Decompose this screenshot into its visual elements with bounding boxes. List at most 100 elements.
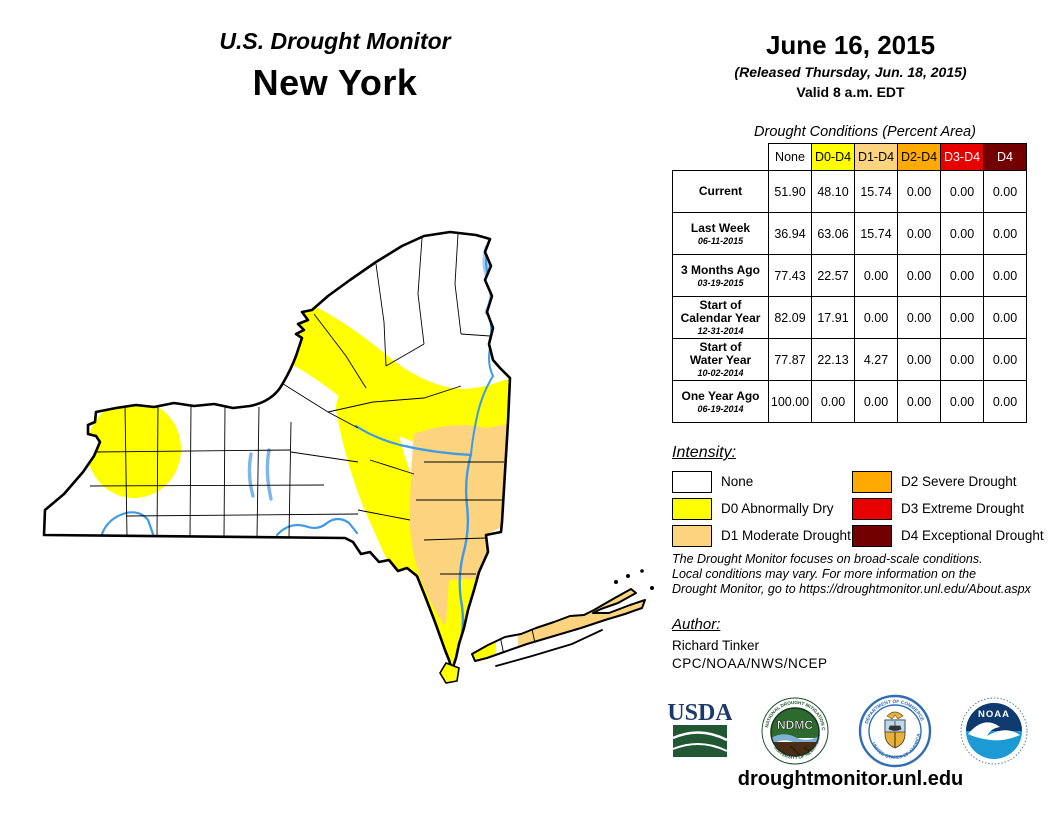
value-cell: 0.00 [897, 338, 941, 381]
legend-swatch [852, 497, 892, 520]
legend-label: D2 Severe Drought [901, 474, 1017, 489]
value-cell: 0.00 [897, 380, 941, 423]
released-date: (Released Thursday, Jun. 18, 2015) [734, 64, 967, 80]
value-cell: 0.00 [897, 254, 941, 297]
value-cell: 0.00 [983, 380, 1027, 423]
value-cell: 0.00 [854, 254, 898, 297]
value-cell: 15.74 [854, 170, 898, 213]
doc-eagle [886, 711, 904, 720]
author-organization: CPC/NOAA/NWS/NCEP [672, 656, 828, 671]
noaa-seagull [968, 722, 1020, 741]
agency-logos: USDA NATIONAL DROUGHT MITIGATION CENTER … [668, 694, 1028, 768]
legend-item: D1 Moderate Drought [672, 522, 852, 549]
row-label-cell: Start of Water Year 10-02-2014 [672, 338, 769, 381]
legend-label: D4 Exceptional Drought [901, 528, 1044, 543]
column-header-d4: D4 [983, 143, 1027, 171]
value-cell: 17.91 [811, 296, 855, 339]
value-cell: 0.00 [897, 212, 941, 255]
column-header-d2-d4: D2-D4 [897, 143, 941, 171]
legend-swatch [672, 497, 712, 520]
row-label-cell: One Year Ago 06-19-2014 [672, 380, 769, 423]
state-outline [42, 230, 512, 672]
table-row: Start of Calendar Year 12-31-2014 82.09 17.… [672, 296, 1027, 339]
value-cell: 48.10 [811, 170, 855, 213]
staten-island [439, 662, 460, 684]
value-cell: 77.87 [768, 338, 812, 381]
value-cell: 22.57 [811, 254, 855, 297]
value-cell: 51.90 [768, 170, 812, 213]
finger-lake-east [265, 448, 273, 501]
disclaimer-text: The Drought Monitor focuses on broad-sca… [672, 552, 1031, 596]
date-block: June 16, 2015 (Released Thursday, Jun. 1… [672, 30, 1029, 100]
usda-logo-icon: USDA [668, 700, 732, 757]
state-name-title: New York [252, 62, 418, 103]
table-row: Start of Water Year 10-02-2014 77.87 22.13 4… [672, 338, 1027, 381]
value-cell: 82.09 [768, 296, 812, 339]
none-region-west-li [496, 589, 518, 661]
value-cell: 0.00 [854, 380, 898, 423]
legend-item: D3 Extreme Drought [852, 495, 1044, 522]
table-title: Drought Conditions (Percent Area) [754, 124, 976, 140]
row-label-cell: Last Week 06-11-2015 [672, 212, 769, 255]
column-header-d3-d4: D3-D4 [940, 143, 984, 171]
small-islands [614, 569, 654, 590]
d1-region-hudson-valley [409, 424, 508, 625]
legend-swatch [852, 470, 892, 493]
value-cell: 0.00 [940, 212, 984, 255]
value-cell: 15.74 [854, 212, 898, 255]
value-cell: 36.94 [768, 212, 812, 255]
county-boundaries [89, 233, 504, 575]
value-cell: 0.00 [897, 296, 941, 339]
author-title: Author: [672, 616, 721, 633]
drought-conditions-table: None D0-D4 D1-D4 D2-D4 D3-D4 D4 Current 51.90 4… [672, 143, 1027, 423]
row-label-cell: Current [672, 170, 769, 213]
svg-text:USDA: USDA [668, 700, 732, 726]
table-header-row: None D0-D4 D1-D4 D2-D4 D3-D4 D4 [672, 143, 1027, 171]
legend-label: None [721, 474, 754, 489]
value-cell: 0.00 [854, 296, 898, 339]
intensity-legend: None D0 Abnormally Dry D1 Moderate Drought… [672, 468, 1044, 549]
value-cell: 0.00 [940, 338, 984, 381]
table-row: One Year Ago 06-19-2014 100.00 0.00 0.00 0.00… [672, 380, 1027, 423]
table-row: Current 51.90 48.10 15.74 0.00 0.00 0.00 [672, 170, 1027, 213]
table-row: Last Week 06-11-2015 36.94 63.06 15.74 0.00 0.… [672, 212, 1027, 255]
legend-label: D3 Extreme Drought [901, 501, 1025, 516]
column-header-d1-d4: D1-D4 [854, 143, 898, 171]
value-cell: 0.00 [983, 170, 1027, 213]
column-header-none: None [768, 143, 812, 171]
row-label-cell: Start of Calendar Year 12-31-2014 [672, 296, 769, 339]
value-cell: 0.00 [940, 296, 984, 339]
hudson-river [453, 452, 473, 670]
d0-region-western-ny [87, 400, 181, 498]
department-of-commerce-seal-icon: DEPARTMENT OF COMMERCE UNITED STATES OF … [858, 694, 932, 768]
legend-swatch [672, 524, 712, 547]
value-cell: 0.00 [983, 254, 1027, 297]
svg-text:NDMC: NDMC [777, 718, 813, 732]
d0-region-north-band [261, 299, 510, 452]
finger-lake-west [247, 452, 255, 498]
value-cell: 0.00 [811, 380, 855, 423]
table-row: 3 Months Ago 03-19-2015 77.43 22.57 0.00 0.00… [672, 254, 1027, 297]
legend-item: None [672, 468, 852, 495]
column-header-d0-d4: D0-D4 [811, 143, 855, 171]
legend-swatch [672, 470, 712, 493]
barrier-islands [495, 629, 603, 667]
row-label-cell: 3 Months Ago 03-19-2015 [672, 254, 769, 297]
table-corner-cell [672, 143, 769, 171]
noaa-logo-icon: NOAA [960, 697, 1028, 765]
value-cell: 22.13 [811, 338, 855, 381]
allegheny-river [100, 511, 155, 536]
legend-item: D4 Exceptional Drought [852, 522, 1044, 549]
legend-item: D0 Abnormally Dry [672, 495, 852, 522]
none-region-east-li [559, 597, 587, 615]
susquehanna-river [275, 517, 359, 537]
svg-text:NOAA: NOAA [978, 709, 1010, 720]
author-name: Richard Tinker [672, 638, 760, 653]
value-cell: 4.27 [854, 338, 898, 381]
value-cell: 0.00 [940, 170, 984, 213]
legend-label: D0 Abnormally Dry [721, 501, 834, 516]
value-cell: 77.43 [768, 254, 812, 297]
valid-time: Valid 8 a.m. EDT [796, 84, 905, 100]
long-island-outline [471, 588, 646, 662]
